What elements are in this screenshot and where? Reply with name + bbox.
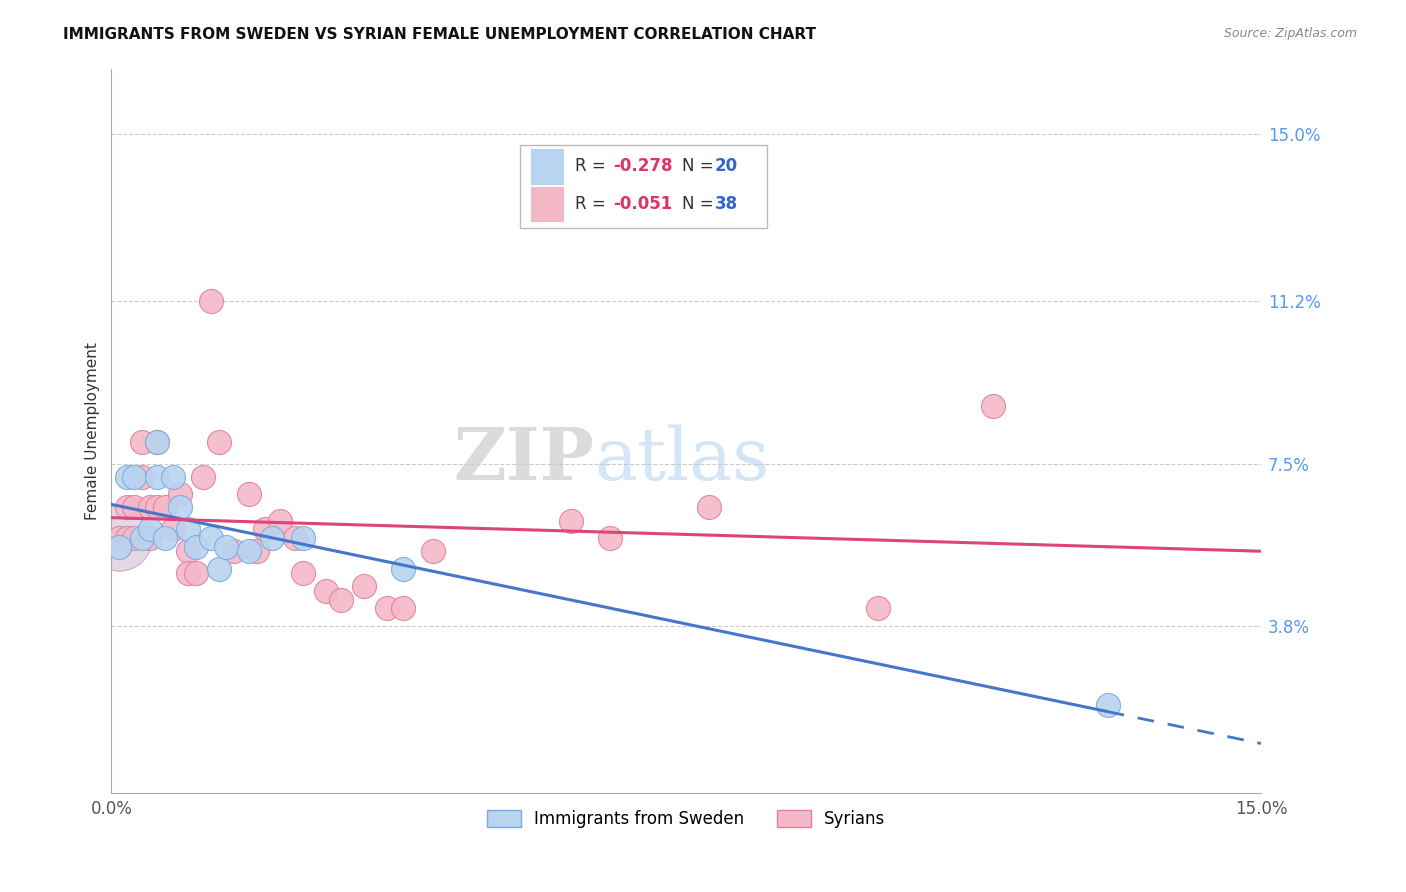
Point [115, 469, 138, 483]
Text: R =: R = [575, 195, 610, 213]
Point [146, 469, 169, 483]
Point [162, 522, 184, 536]
Point [115, 500, 138, 515]
Text: 20: 20 [714, 157, 738, 176]
Point [253, 522, 276, 536]
Point [246, 544, 269, 558]
Point [200, 531, 222, 545]
Point [391, 601, 413, 615]
Point [292, 566, 315, 581]
Point [169, 487, 191, 501]
Point [238, 544, 260, 558]
Text: R =: R = [575, 157, 610, 176]
Point [169, 500, 191, 515]
Point [208, 562, 231, 576]
Point [222, 544, 245, 558]
Point [108, 540, 131, 554]
Bar [531, 186, 564, 221]
Text: atlas: atlas [595, 425, 769, 495]
Point [115, 531, 138, 545]
Point [177, 522, 200, 536]
Point [375, 601, 398, 615]
Point [262, 531, 284, 545]
FancyBboxPatch shape [520, 145, 766, 227]
Point [108, 531, 131, 545]
Point [131, 469, 153, 483]
Text: 38: 38 [714, 195, 738, 213]
Text: ZIP: ZIP [453, 424, 595, 495]
Point [177, 544, 200, 558]
Bar [531, 149, 564, 184]
Point [146, 434, 169, 449]
Point [315, 583, 337, 598]
Point [153, 500, 176, 515]
Point [162, 469, 184, 483]
Point [208, 434, 231, 449]
Point [353, 579, 375, 593]
Point [146, 500, 169, 515]
Text: -0.051: -0.051 [613, 195, 672, 213]
Point [108, 531, 131, 545]
Y-axis label: Female Unemployment: Female Unemployment [86, 342, 100, 519]
Point [138, 500, 160, 515]
Point [981, 400, 1004, 414]
Point [1097, 698, 1119, 712]
Point [284, 531, 307, 545]
Point [153, 531, 176, 545]
Text: -0.278: -0.278 [613, 157, 672, 176]
Point [138, 531, 160, 545]
Point [124, 469, 146, 483]
Point [292, 531, 315, 545]
Point [238, 487, 260, 501]
Legend: Immigrants from Sweden, Syrians: Immigrants from Sweden, Syrians [481, 804, 891, 835]
Text: Source: ZipAtlas.com: Source: ZipAtlas.com [1223, 27, 1357, 40]
Text: N =: N = [682, 157, 718, 176]
Point [560, 514, 582, 528]
Point [124, 500, 146, 515]
Point [131, 434, 153, 449]
Point [215, 540, 238, 554]
Point [391, 562, 413, 576]
Text: IMMIGRANTS FROM SWEDEN VS SYRIAN FEMALE UNEMPLOYMENT CORRELATION CHART: IMMIGRANTS FROM SWEDEN VS SYRIAN FEMALE … [63, 27, 817, 42]
Point [177, 566, 200, 581]
Point [138, 522, 160, 536]
Point [184, 566, 207, 581]
Point [184, 540, 207, 554]
Point [124, 531, 146, 545]
Point [269, 514, 291, 528]
Point [200, 294, 222, 309]
Point [146, 434, 169, 449]
Text: N =: N = [682, 195, 718, 213]
Point [599, 531, 621, 545]
Point [330, 592, 353, 607]
Point [131, 531, 153, 545]
Point [422, 544, 444, 558]
Point [108, 531, 131, 545]
Point [866, 601, 889, 615]
Point [697, 500, 720, 515]
Point [193, 469, 215, 483]
